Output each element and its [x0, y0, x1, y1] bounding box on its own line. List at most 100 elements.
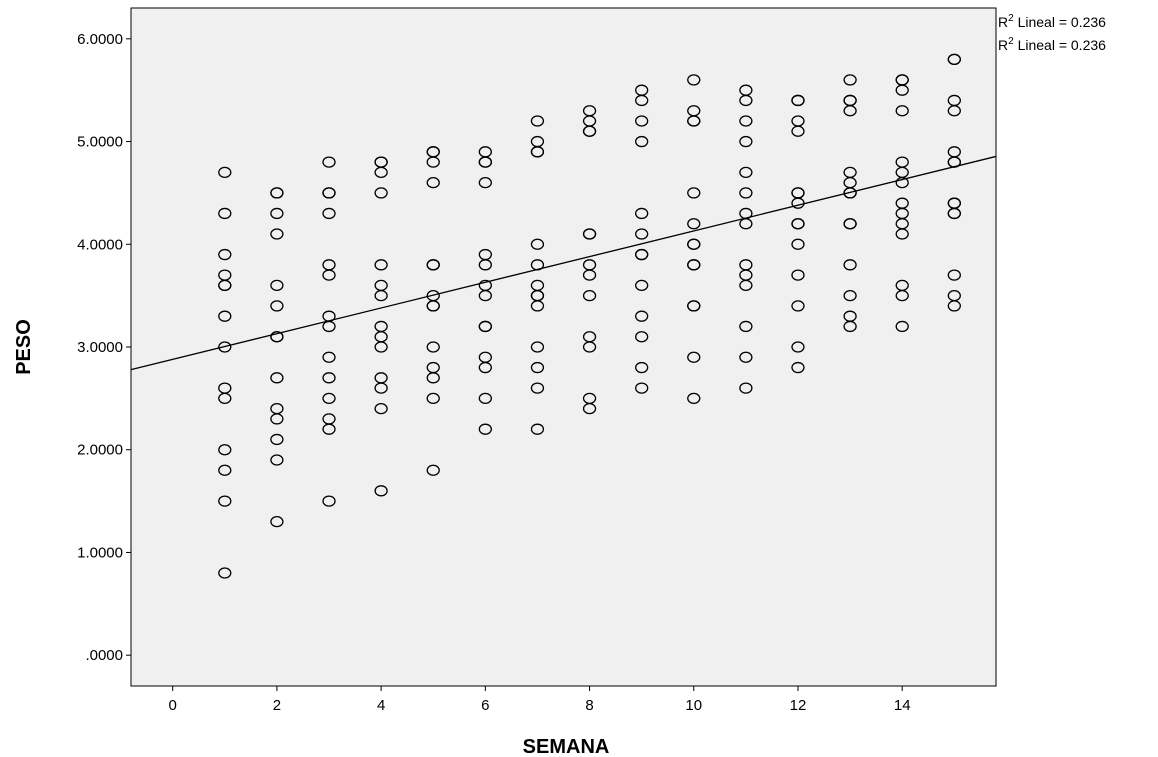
data-point — [374, 166, 388, 179]
x-tick-label: 0 — [169, 697, 177, 714]
data-point — [895, 289, 909, 302]
data-point — [218, 279, 232, 292]
data-point — [791, 361, 805, 374]
data-point — [270, 454, 284, 466]
data-point — [635, 228, 649, 240]
data-point — [687, 218, 701, 230]
data-point — [791, 94, 805, 107]
plot-area — [130, 7, 997, 687]
data-point — [687, 300, 701, 312]
data-point — [635, 115, 649, 127]
data-point — [478, 289, 492, 302]
x-tick-label: 14 — [894, 697, 911, 714]
y-tick-label: 1.0000 — [77, 544, 123, 561]
data-point — [426, 341, 440, 353]
data-point — [322, 156, 336, 168]
data-point — [374, 382, 388, 394]
data-point — [687, 392, 701, 405]
data-point — [270, 300, 284, 312]
data-point — [843, 74, 857, 86]
data-point — [270, 433, 284, 446]
data-point — [218, 567, 232, 579]
data-point — [739, 166, 753, 179]
data-point — [270, 515, 284, 528]
data-point — [635, 248, 649, 261]
data-point — [635, 361, 649, 374]
data-point — [791, 238, 805, 250]
data-point — [426, 464, 440, 476]
data-point — [270, 413, 284, 425]
data-point — [270, 228, 284, 240]
y-tick-label: 6.0000 — [77, 31, 123, 48]
data-point — [322, 351, 336, 363]
data-point — [635, 279, 649, 292]
data-point — [374, 259, 388, 271]
data-point — [791, 218, 805, 230]
x-tick-label: 8 — [585, 697, 593, 714]
x-tick-label: 10 — [685, 697, 702, 714]
data-point — [270, 372, 284, 384]
data-point — [322, 269, 336, 281]
data-point — [687, 238, 701, 250]
data-point — [895, 228, 909, 240]
r2-label: R2 Lineal = 0.236 — [998, 36, 1106, 53]
y-axis-title: PESO — [13, 319, 35, 375]
data-point — [635, 382, 649, 394]
data-point — [530, 115, 545, 127]
data-point — [739, 351, 753, 363]
x-axis: 0 2 4 6 8 10 12 14 — [169, 686, 911, 714]
data-point — [530, 300, 545, 312]
data-point — [270, 187, 284, 199]
data-point — [322, 372, 336, 384]
data-point — [270, 331, 284, 343]
data-point — [478, 423, 492, 435]
data-point — [843, 187, 857, 199]
data-point — [270, 279, 284, 292]
data-point — [791, 341, 805, 353]
y-tick-label: 4.0000 — [77, 236, 123, 253]
data-point — [426, 372, 440, 384]
data-point — [218, 444, 232, 456]
data-point — [374, 485, 388, 497]
data-point — [739, 94, 753, 107]
data-point — [582, 125, 597, 137]
r2-label: R2 Lineal = 0.236 — [998, 13, 1106, 30]
data-point — [895, 105, 909, 117]
y-axis: .0000 1.0000 2.0000 3.0000 4.0000 5.0000 6.000… — [77, 31, 131, 664]
data-point — [426, 259, 440, 271]
data-point — [478, 176, 492, 189]
data-point — [843, 320, 857, 333]
data-point — [687, 115, 701, 127]
data-point — [947, 207, 961, 220]
fit-line — [130, 155, 997, 371]
data-point — [739, 135, 753, 148]
data-point — [687, 187, 701, 199]
data-point — [218, 248, 232, 261]
x-tick-label: 4 — [377, 697, 385, 714]
data-point — [635, 310, 649, 322]
y-tick-label: .0000 — [85, 647, 123, 664]
data-point — [739, 187, 753, 199]
data-point — [374, 341, 388, 353]
data-point — [426, 176, 440, 189]
data-point — [791, 269, 805, 281]
x-tick-label: 2 — [273, 697, 281, 714]
data-point — [478, 259, 492, 271]
data-point — [947, 269, 961, 281]
data-point — [218, 310, 232, 322]
r2-annotations: R2 Lineal = 0.236 R2 Lineal = 0.236 — [998, 13, 1106, 53]
data-point — [530, 361, 545, 374]
data-point — [635, 331, 649, 343]
x-tick-label: 12 — [790, 697, 807, 714]
data-point — [426, 300, 440, 312]
data-point — [582, 289, 597, 302]
data-point — [478, 156, 492, 168]
data-point — [322, 423, 336, 435]
data-point — [582, 269, 597, 281]
data-point — [947, 300, 961, 312]
y-tick-label: 5.0000 — [77, 134, 123, 151]
data-point — [739, 382, 753, 394]
data-point — [322, 207, 336, 220]
data-point — [843, 105, 857, 117]
y-tick-label: 3.0000 — [77, 339, 123, 356]
